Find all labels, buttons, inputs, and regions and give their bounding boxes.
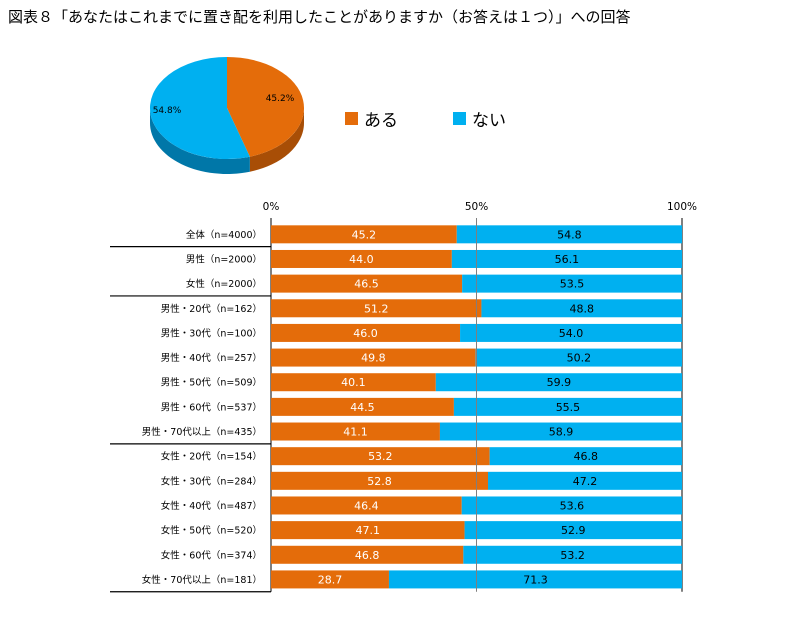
bar-no: [481, 299, 682, 318]
x-tick-label: 100%: [667, 201, 697, 213]
data-label-no: 47.2: [573, 475, 598, 488]
data-label-no: 53.6: [560, 499, 585, 512]
pie-side-yes: [249, 108, 304, 172]
category-label: 女性・70代以上（n=181）: [142, 574, 262, 586]
data-label-yes: 47.1: [356, 524, 381, 537]
category-label: 男性・40代（n=257）: [161, 352, 262, 364]
category-label: 女性・60代（n=374）: [161, 549, 262, 561]
bar-yes: [271, 471, 489, 490]
data-label-no: 52.9: [561, 524, 586, 537]
pie-label-yes: 45.2%: [266, 94, 295, 104]
bar-no: [488, 471, 682, 490]
x-tick-label: 0%: [263, 201, 280, 213]
category-label: 男性・70代以上（n=435）: [142, 426, 262, 438]
category-label: 女性・40代（n=487）: [161, 500, 262, 512]
data-label-yes: 46.5: [354, 278, 379, 291]
bar-no: [460, 323, 682, 342]
data-label-no: 56.1: [555, 253, 580, 266]
category-label: 女性（n=2000）: [186, 278, 262, 290]
bar-yes: [271, 570, 389, 589]
bar-yes: [271, 521, 465, 540]
bar-yes: [271, 323, 461, 342]
data-label-yes: 49.8: [361, 352, 386, 365]
category-label: 全体（n=4000）: [186, 229, 262, 241]
legend-label-no: ない: [472, 111, 506, 131]
bar-no: [456, 225, 682, 244]
bar-yes: [271, 373, 436, 392]
category-label: 女性・50代（n=520）: [161, 525, 262, 537]
pie-slice-no: [150, 57, 250, 159]
legend-swatch-no: [453, 112, 466, 125]
bar-no: [463, 545, 682, 564]
data-label-yes: 40.1: [341, 376, 366, 389]
data-label-yes: 44.0: [349, 253, 374, 266]
data-label-yes: 41.1: [343, 426, 368, 439]
legend-item-no: ない: [453, 106, 506, 131]
bar-no: [451, 249, 682, 268]
chart-title: 図表８「あなたはこれまでに置き配を利用したことがありますか（お答えは１つ）」への…: [8, 8, 631, 26]
bar-yes: [271, 249, 452, 268]
pie-slice-yes: [227, 57, 305, 157]
data-label-yes: 51.2: [364, 302, 389, 315]
data-label-yes: 52.8: [367, 475, 392, 488]
bar-no: [439, 422, 682, 441]
data-label-no: 53.5: [560, 278, 585, 291]
bar-yes: [271, 447, 490, 466]
x-tick-label: 50%: [465, 201, 488, 213]
data-label-no: 54.0: [559, 327, 584, 340]
pie-chart: 45.2% 54.8%: [150, 57, 305, 174]
legend-label-yes: ある: [364, 111, 398, 131]
bar-yes: [271, 299, 482, 318]
legend-item-yes: ある: [345, 106, 398, 131]
data-label-yes: 46.8: [355, 549, 380, 562]
data-label-no: 46.8: [574, 450, 599, 463]
bar-yes: [271, 545, 464, 564]
data-label-yes: 46.0: [353, 327, 378, 340]
category-label: 男性・30代（n=100）: [161, 327, 262, 339]
data-label-no: 71.3: [523, 573, 548, 586]
category-label: 男性・60代（n=537）: [161, 401, 262, 413]
data-label-no: 48.8: [569, 302, 594, 315]
bar-yes: [271, 348, 476, 367]
data-label-no: 59.9: [547, 376, 572, 389]
category-label: 女性・30代（n=284）: [161, 475, 262, 487]
data-label-yes: 44.5: [350, 401, 375, 414]
category-label: 男性・50代（n=509）: [161, 377, 262, 389]
data-label-no: 58.9: [549, 426, 574, 439]
data-label-no: 54.8: [557, 228, 582, 241]
bar-no: [453, 397, 682, 416]
data-label-yes: 28.7: [318, 573, 343, 586]
data-label-yes: 53.2: [368, 450, 393, 463]
bar-no: [461, 496, 682, 515]
legend-swatch-yes: [345, 112, 358, 125]
category-label: 男性・20代（n=162）: [161, 303, 262, 315]
bar-no: [435, 373, 682, 392]
data-label-no: 53.2: [560, 549, 585, 562]
bar-yes: [271, 422, 440, 441]
data-label-no: 55.5: [556, 401, 581, 414]
category-label: 男性（n=2000）: [186, 253, 262, 265]
bar-yes: [271, 274, 463, 293]
bar-no: [464, 521, 682, 540]
pie-side-no: [150, 108, 250, 174]
bar-no: [489, 447, 682, 466]
bar-yes: [271, 225, 457, 244]
data-label-no: 50.2: [567, 352, 592, 365]
bar-no: [388, 570, 682, 589]
data-label-yes: 45.2: [352, 228, 377, 241]
bar-no: [462, 274, 682, 293]
data-label-yes: 46.4: [354, 499, 379, 512]
bar-yes: [271, 397, 454, 416]
bar-no: [475, 348, 682, 367]
bar-yes: [271, 496, 462, 515]
pie-label-no: 54.8%: [153, 106, 182, 116]
category-label: 女性・20代（n=154）: [161, 451, 262, 463]
